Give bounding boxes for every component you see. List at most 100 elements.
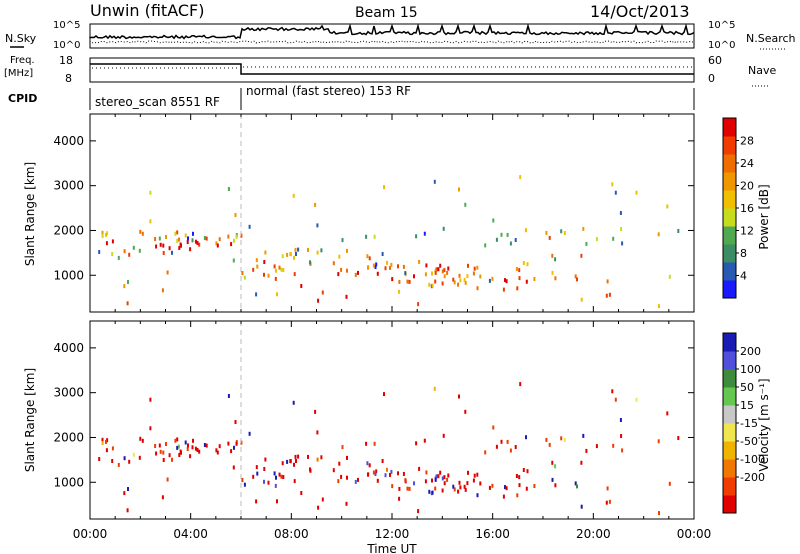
velocity-echo — [428, 489, 431, 494]
power-echo — [141, 231, 144, 236]
velocity-echo — [381, 459, 384, 463]
cpid-panel: CPID stereo_scan 8551 RF normal (fast st… — [8, 84, 695, 110]
velocity-echo — [177, 444, 180, 449]
velocity-colorbar-segment — [723, 387, 736, 406]
velocity-echo — [368, 463, 371, 468]
xtick-label: 20:00 — [576, 527, 611, 541]
power-echo — [154, 237, 157, 241]
velocity-echo — [196, 448, 199, 452]
power-echo — [194, 239, 197, 244]
power-colorbar-segment — [723, 190, 736, 209]
power-echo — [235, 234, 238, 239]
velocity-echo — [525, 435, 527, 440]
velocity-echo — [276, 499, 278, 504]
power-echo — [338, 254, 341, 259]
nsky-label: N.Sky — [5, 32, 37, 45]
freq-tick-high: 18 — [59, 54, 73, 67]
velocity-ytick-label: 3000 — [53, 386, 84, 400]
velocity-echo — [452, 484, 455, 489]
power-echo — [203, 236, 206, 240]
velocity-echo — [551, 460, 554, 465]
power-colorbar-tick: 8 — [740, 247, 747, 260]
power-echo — [162, 251, 165, 255]
power-echo — [554, 276, 557, 281]
power-echo — [168, 246, 171, 251]
velocity-echo — [158, 443, 161, 448]
power-echo — [255, 258, 258, 263]
velocity-echo — [500, 439, 503, 444]
power-echo — [345, 294, 348, 299]
velocity-echo — [203, 443, 206, 447]
velocity-echo — [255, 465, 258, 470]
velocity-colorbar-tick: -15 — [740, 417, 758, 430]
power-echo — [309, 260, 311, 265]
power-echo — [374, 265, 377, 269]
x-axis-label: Time UT — [366, 542, 417, 554]
velocity-echo — [406, 486, 409, 491]
velocity-echo — [384, 473, 387, 478]
power-echo — [476, 265, 479, 270]
power-echo — [289, 252, 292, 256]
velocity-echo — [159, 449, 162, 454]
power-echo — [545, 230, 548, 235]
freq-label: Freq. — [10, 55, 35, 66]
velocity-colorbar-tick: 15 — [740, 399, 754, 412]
velocity-echo — [176, 437, 179, 442]
velocity-echo — [123, 456, 126, 461]
cpid-label: CPID — [8, 92, 37, 105]
velocity-echo — [106, 438, 109, 443]
power-echo — [276, 292, 278, 297]
velocity-echo — [492, 425, 495, 430]
power-echo — [500, 232, 503, 237]
velocity-echo — [658, 511, 660, 516]
velocity-echo — [132, 452, 135, 457]
velocity-echo — [216, 450, 219, 455]
velocity-echo — [442, 433, 445, 438]
velocity-echo — [293, 462, 295, 467]
velocity-colorbar-segment — [723, 423, 736, 442]
velocity-echo — [365, 441, 368, 446]
velocity-echo — [166, 477, 169, 482]
power-echo — [230, 242, 233, 247]
power-echo — [441, 269, 444, 274]
velocity-echo — [227, 441, 230, 446]
velocity-echo — [194, 446, 197, 451]
nave-tick-high: 60 — [708, 54, 722, 67]
velocity-echo — [275, 475, 277, 480]
power-echo — [132, 245, 135, 250]
velocity-echo — [273, 471, 276, 476]
power-echo — [491, 276, 494, 281]
power-echo — [293, 255, 295, 260]
velocity-echo — [234, 420, 237, 424]
power-ytick-label: 2000 — [53, 223, 84, 237]
power-echo — [180, 243, 182, 248]
velocity-echo — [346, 475, 348, 480]
velocity-echo — [138, 455, 141, 460]
power-echo — [446, 270, 449, 275]
velocity-colorbar-tick: 200 — [740, 345, 761, 358]
power-colorbar-segment — [723, 208, 736, 227]
nave-label: Nave — [748, 64, 776, 77]
velocity-echo — [582, 433, 585, 438]
power-echo — [165, 235, 167, 239]
velocity-echo — [105, 448, 108, 453]
power-echo — [612, 236, 615, 241]
power-echo — [619, 211, 622, 215]
velocity-echo — [375, 469, 378, 474]
power-echo — [434, 279, 437, 284]
velocity-echo — [235, 441, 238, 446]
power-colorbar-segment — [723, 244, 736, 263]
velocity-echo — [230, 449, 233, 454]
velocity-echo — [289, 459, 292, 463]
velocity-echo — [473, 473, 476, 478]
velocity-echo — [111, 459, 114, 463]
velocity-echo — [464, 487, 467, 492]
power-echo — [580, 253, 583, 258]
velocity-echo — [198, 449, 201, 454]
velocity-echo — [345, 501, 348, 506]
power-echo — [248, 224, 251, 229]
velocity-ylabel: Slant Range [km] — [23, 368, 37, 472]
power-echo — [389, 265, 391, 270]
power-echo — [186, 240, 189, 244]
